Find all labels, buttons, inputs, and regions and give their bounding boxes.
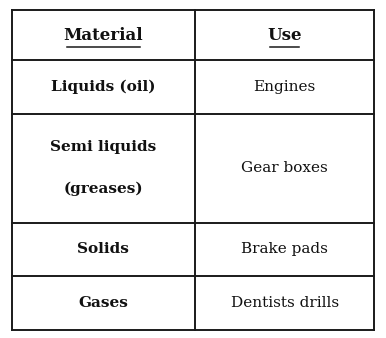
Text: Engines: Engines (254, 80, 316, 94)
Text: Solids: Solids (77, 242, 129, 256)
Text: Use: Use (267, 27, 302, 44)
Text: Material: Material (63, 27, 143, 44)
Text: Brake pads: Brake pads (241, 242, 328, 256)
Text: Liquids (oil): Liquids (oil) (51, 80, 156, 94)
Text: Gases: Gases (78, 296, 128, 310)
Text: Semi liquids

(greases): Semi liquids (greases) (50, 140, 156, 196)
Text: Gear boxes: Gear boxes (241, 161, 328, 175)
Text: Dentists drills: Dentists drills (230, 296, 339, 310)
